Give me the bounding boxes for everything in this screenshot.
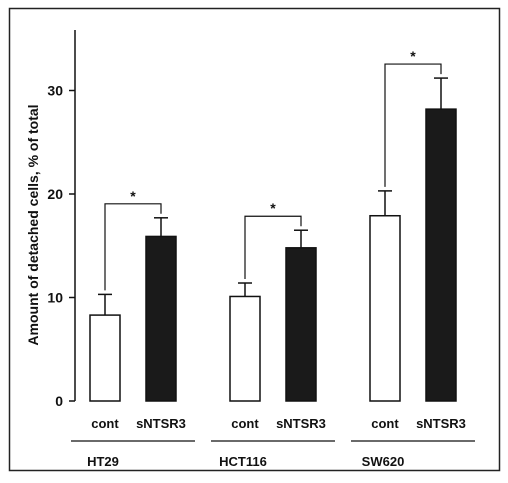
figure-border bbox=[8, 7, 501, 472]
y-tick-label: 30 bbox=[47, 83, 63, 99]
category-label: cont bbox=[91, 416, 119, 431]
significance-bracket bbox=[104, 203, 162, 291]
labels-layer: cont sNTSR3 * HT29 cont sNTSR3 * HCT116 cont sNTS… bbox=[71, 48, 475, 469]
y-tick-label: 0 bbox=[55, 393, 63, 409]
y-axis-label: Amount of detached cells, % of total bbox=[25, 104, 41, 345]
bars-layer bbox=[89, 63, 457, 402]
axis-layer: 0 10 20 30 bbox=[47, 30, 76, 409]
significance-marker: * bbox=[410, 48, 416, 64]
y-tick-label: 10 bbox=[47, 290, 63, 306]
category-label: cont bbox=[371, 416, 399, 431]
group-label: SW620 bbox=[362, 454, 405, 469]
bar bbox=[89, 314, 121, 402]
group-label: HCT116 bbox=[219, 454, 267, 469]
significance-marker: * bbox=[270, 200, 276, 216]
bar bbox=[145, 235, 177, 402]
significance-marker: * bbox=[130, 188, 136, 204]
category-label: sNTSR3 bbox=[416, 416, 466, 431]
bar bbox=[369, 214, 401, 402]
category-label: cont bbox=[231, 416, 259, 431]
significance-bracket bbox=[244, 215, 302, 280]
bar bbox=[425, 108, 457, 402]
bar bbox=[285, 247, 317, 402]
group-label: HT29 bbox=[87, 454, 119, 469]
category-label: sNTSR3 bbox=[136, 416, 186, 431]
significance-bracket bbox=[384, 63, 442, 187]
y-tick-label: 20 bbox=[47, 186, 63, 202]
bar bbox=[229, 295, 261, 402]
category-label: sNTSR3 bbox=[276, 416, 326, 431]
